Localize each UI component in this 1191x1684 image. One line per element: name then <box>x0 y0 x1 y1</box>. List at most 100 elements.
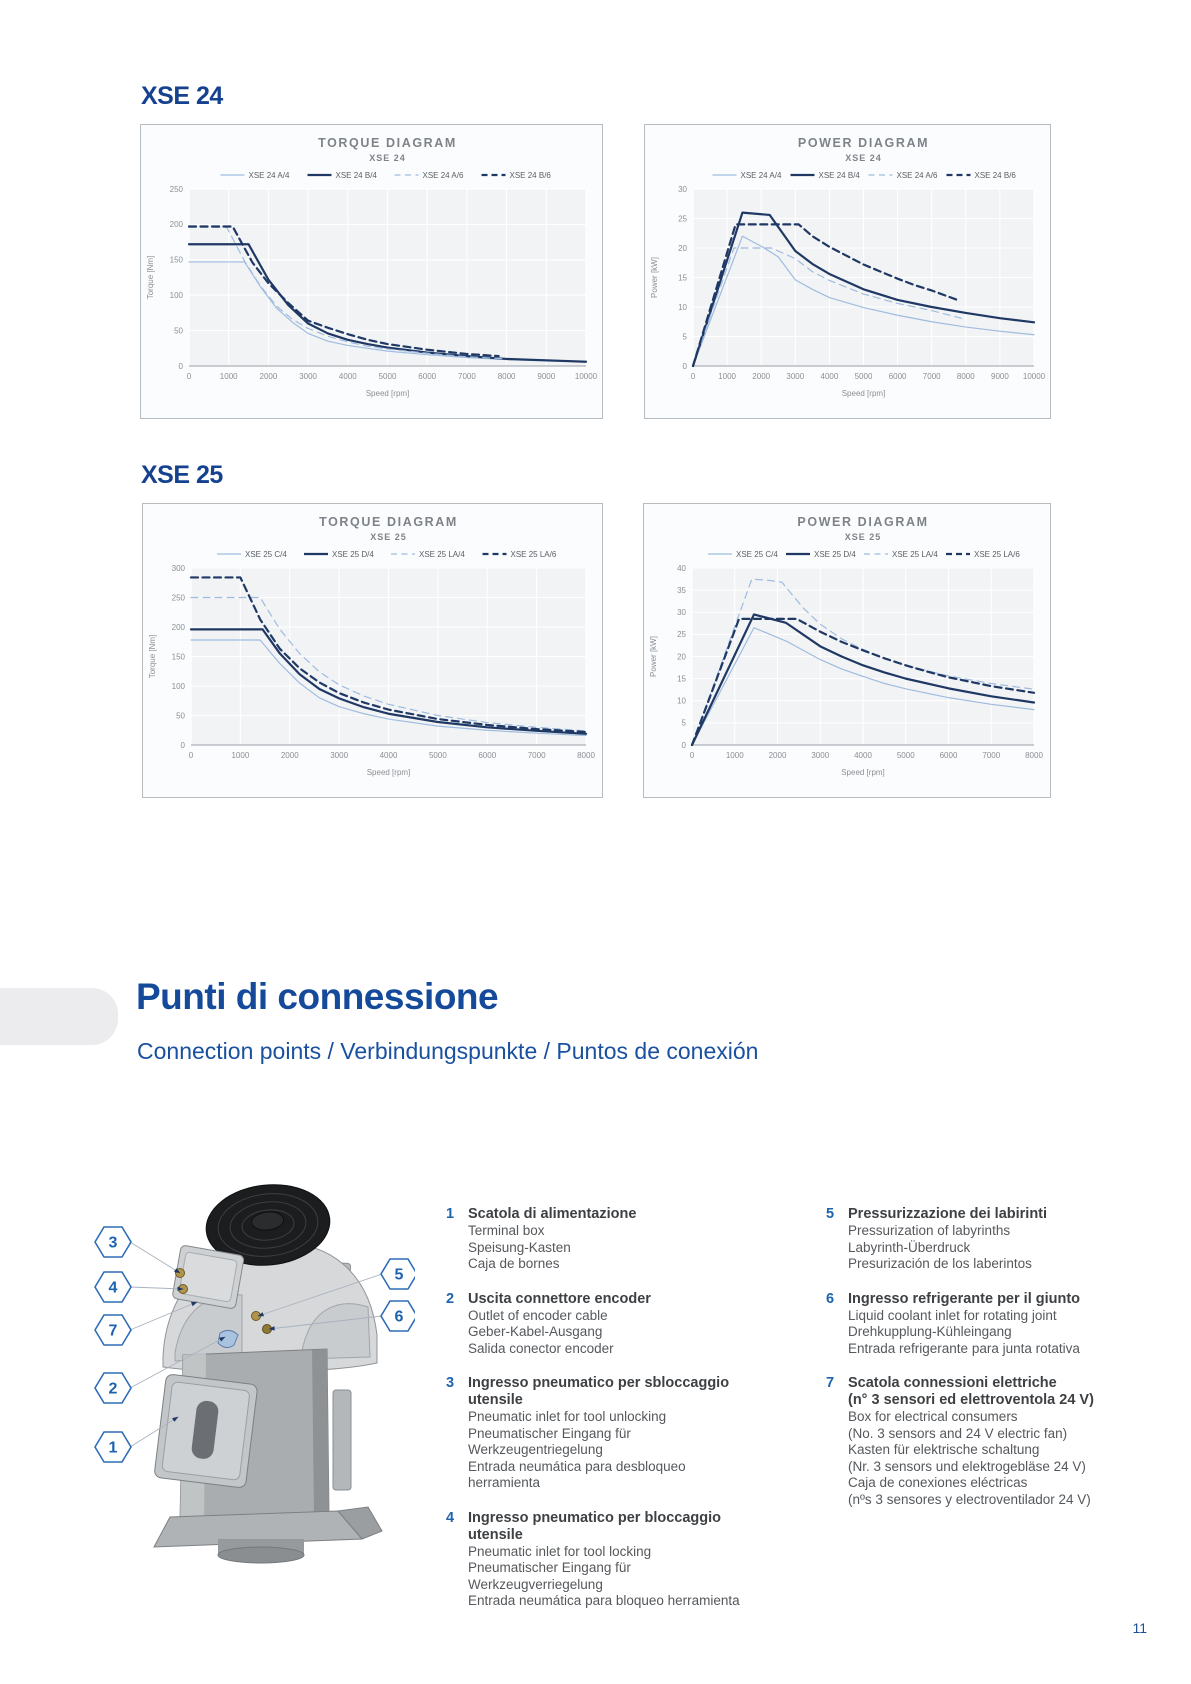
svg-text:5000: 5000 <box>379 372 397 381</box>
item-translation: Pneumatischer Eingang für Werkzeugverrie… <box>468 1560 631 1592</box>
svg-text:35: 35 <box>677 586 686 595</box>
item-translation: Pneumatic inlet for tool unlocking <box>468 1409 667 1425</box>
svg-text:9000: 9000 <box>991 372 1009 381</box>
item-number: 2 <box>446 1290 455 1307</box>
legend-item: 3 Ingresso pneumatico per sbloccaggio ut… <box>446 1375 761 1492</box>
svg-text:20: 20 <box>678 244 687 253</box>
svg-text:100: 100 <box>172 682 186 691</box>
svg-text:10000: 10000 <box>1023 372 1046 381</box>
legend-entry: XSE 25 C/4 <box>736 550 778 559</box>
legend-entry: XSE 25 D/4 <box>814 550 856 559</box>
svg-text:150: 150 <box>172 652 186 661</box>
chart-title: TORQUE DIAGRAM <box>318 136 457 150</box>
svg-text:8000: 8000 <box>577 751 595 760</box>
svg-text:10: 10 <box>678 303 687 312</box>
legend-entry: XSE 25 C/4 <box>245 550 287 559</box>
svg-text:4000: 4000 <box>380 751 398 760</box>
callout-badge-3 <box>94 1226 132 1258</box>
svg-text:30: 30 <box>677 608 686 617</box>
chart-subtitle: XSE 24 <box>369 153 406 163</box>
chart-title: POWER DIAGRAM <box>797 515 928 529</box>
item-translation: Drehkupplung-Kühleingang <box>848 1324 1012 1340</box>
series-xse-25-c-4 <box>190 639 587 737</box>
item-title: Uscita connettore encoder <box>468 1290 651 1307</box>
callout-number: 2 <box>109 1381 118 1398</box>
legend-item: 7 Scatola connessioni elettriche (n° 3 se… <box>826 1375 1126 1508</box>
series-xse-24-a-6 <box>692 247 967 367</box>
svg-text:1000: 1000 <box>220 372 238 381</box>
svg-text:8000: 8000 <box>957 372 975 381</box>
callout-number: 6 <box>395 1309 404 1326</box>
svg-text:2000: 2000 <box>281 751 299 760</box>
svg-text:20: 20 <box>677 652 686 661</box>
svg-text:0: 0 <box>683 362 688 371</box>
svg-text:3000: 3000 <box>330 751 348 760</box>
item-number: 6 <box>826 1290 835 1307</box>
item-translation: Labyrinth-Überdruck <box>848 1239 971 1255</box>
legend-entry: XSE 25 D/4 <box>332 550 374 559</box>
svg-text:25: 25 <box>678 214 687 223</box>
y-axis-label: Torque [Nm] <box>148 635 157 679</box>
item-translation: Entrada neumática para bloqueo herramien… <box>468 1593 740 1609</box>
svg-text:10: 10 <box>677 697 686 706</box>
svg-text:250: 250 <box>172 593 186 602</box>
item-translation: Entrada neumática para desbloqueo herram… <box>468 1458 686 1491</box>
svg-text:6000: 6000 <box>889 372 907 381</box>
series-xse-24-a-4 <box>692 235 1035 367</box>
svg-text:9000: 9000 <box>537 372 555 381</box>
legend-item: 2 Uscita connettore encoder Outlet of enc… <box>446 1291 761 1358</box>
legend-entry: XSE 24 A/4 <box>249 171 290 180</box>
y-axis-label: Power [kW] <box>650 257 659 298</box>
item-translation: Terminal box <box>468 1223 545 1239</box>
legend-item: 5 Pressurizzazione dei labirinti Pressuri… <box>826 1206 1126 1273</box>
model-heading-xse25: XSE 25 <box>141 461 223 489</box>
svg-text:0: 0 <box>691 372 696 381</box>
svg-text:6000: 6000 <box>418 372 436 381</box>
item-body: Pressurizzazione dei labirinti Pressuriza… <box>848 1206 1047 1273</box>
svg-text:200: 200 <box>172 623 186 632</box>
item-title: Scatola connessioni elettriche <box>848 1375 1057 1392</box>
svg-text:50: 50 <box>176 711 185 720</box>
svg-text:5000: 5000 <box>897 751 915 760</box>
callout-badge-7 <box>94 1314 132 1346</box>
svg-text:5000: 5000 <box>429 751 447 760</box>
callout-number: 4 <box>109 1280 118 1297</box>
torque-diagram-xse25: 0 50 100 150 200 250 300 0 1000 2000 3000 4000 5000 6… <box>142 503 603 798</box>
svg-text:0: 0 <box>690 751 695 760</box>
legend-entry: XSE 25 LA/6 <box>511 550 557 559</box>
svg-text:7000: 7000 <box>458 372 476 381</box>
item-translation: Pneumatic inlet for tool locking <box>468 1543 652 1559</box>
legend-entry: XSE 24 B/4 <box>819 171 861 180</box>
svg-text:0: 0 <box>189 751 194 760</box>
legend-entry: XSE 24 B/6 <box>975 171 1017 180</box>
svg-text:2000: 2000 <box>752 372 770 381</box>
item-number: 5 <box>826 1206 835 1222</box>
chart-title: POWER DIAGRAM <box>798 136 929 150</box>
legend-item: 6 Ingresso refrigerante per il giunto Liq… <box>826 1291 1126 1358</box>
svg-text:25: 25 <box>677 630 686 639</box>
svg-text:15: 15 <box>678 273 687 282</box>
svg-text:2000: 2000 <box>260 372 278 381</box>
item-title: Ingresso pneumatico per bloccaggio utens… <box>468 1509 721 1543</box>
series-xse-24-b-4 <box>691 211 1036 368</box>
series-xse-25-la-4 <box>190 596 587 732</box>
item-title: Scatola di alimentazione <box>468 1206 637 1222</box>
svg-text:0: 0 <box>179 362 184 371</box>
item-translation: Caja de conexiones eléctricas <box>848 1475 1028 1491</box>
svg-text:5: 5 <box>682 719 687 728</box>
svg-text:250: 250 <box>170 185 184 194</box>
svg-text:10000: 10000 <box>575 372 598 381</box>
item-number: 1 <box>446 1206 455 1222</box>
item-body: Scatola connessioni elettriche (n° 3 sens… <box>848 1375 1094 1508</box>
svg-text:1000: 1000 <box>231 751 249 760</box>
item-translation: (No. 3 sensors and 24 V electric fan) <box>848 1425 1068 1441</box>
legend-entry: XSE 24 A/4 <box>741 171 782 180</box>
series-xse-25-la-6 <box>189 576 588 734</box>
item-title: Ingresso refrigerante per il giunto <box>848 1290 1081 1307</box>
section-side-tab <box>0 988 118 1045</box>
svg-text:2000: 2000 <box>769 751 787 760</box>
svg-text:200: 200 <box>170 220 184 229</box>
series-xse-25-la-6 <box>690 617 1036 747</box>
x-axis-label: Speed [rpm] <box>841 768 885 777</box>
